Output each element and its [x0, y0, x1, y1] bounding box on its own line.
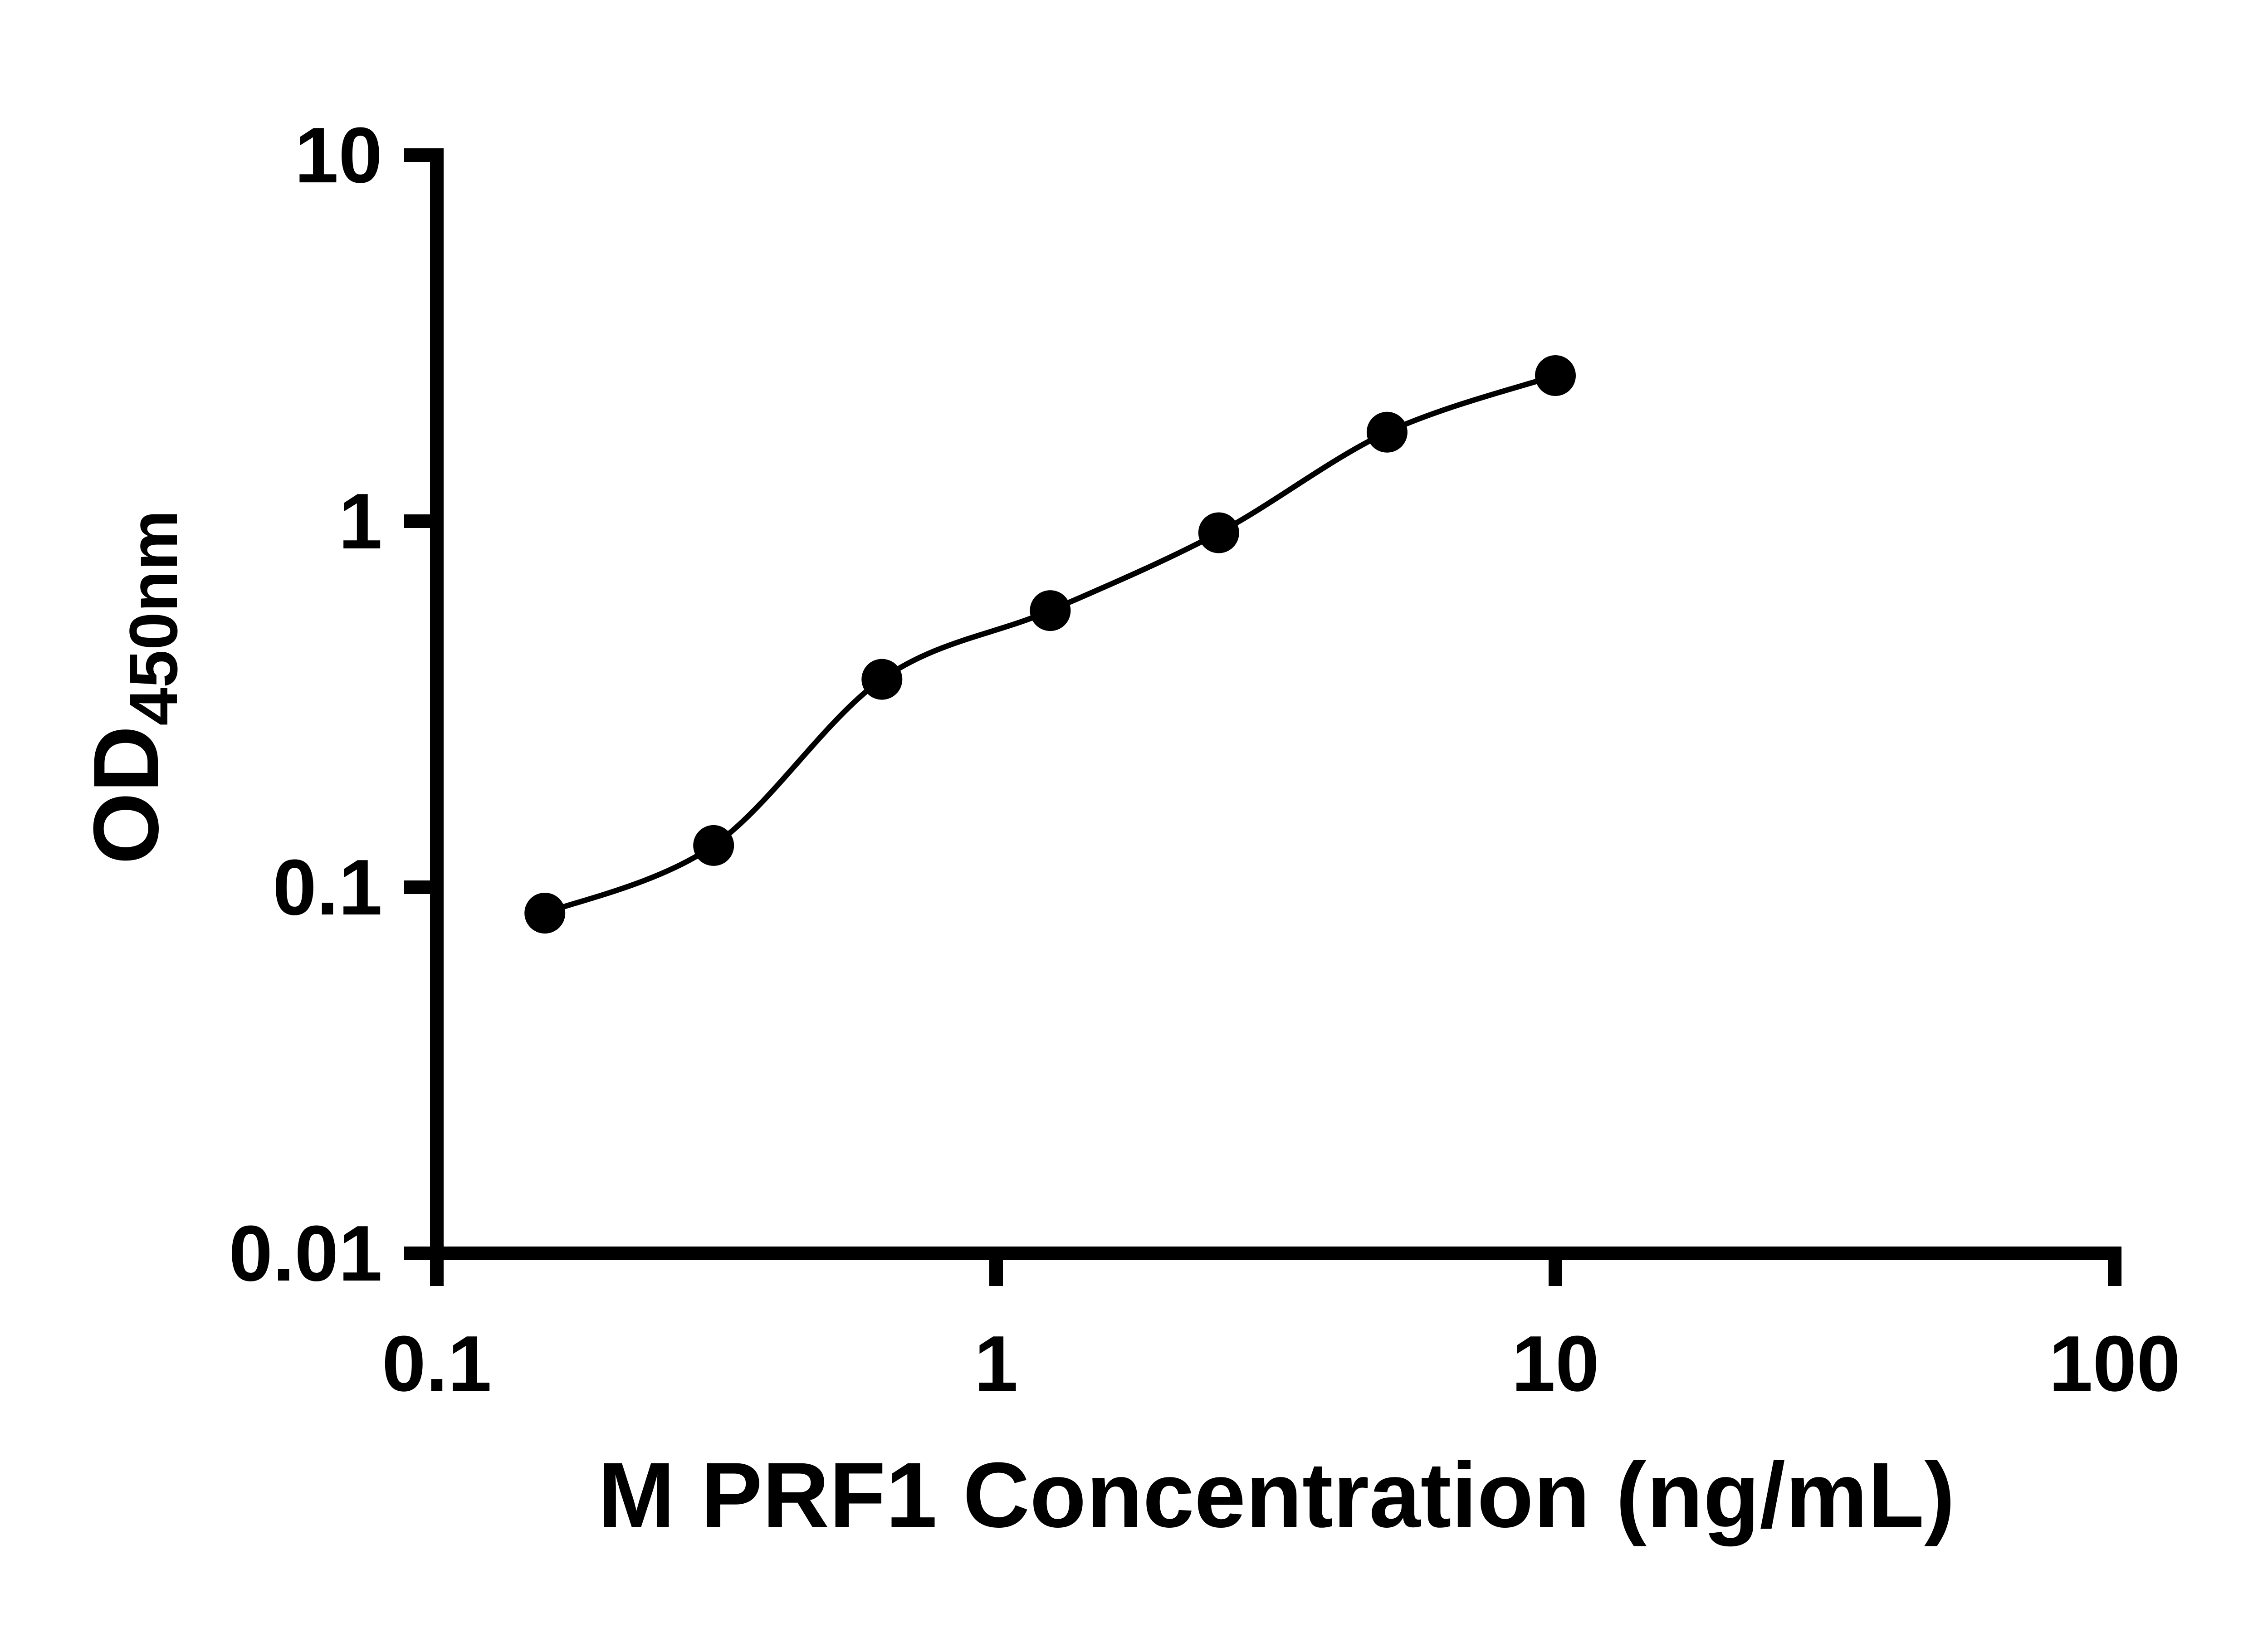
- data-point-marker: [524, 893, 566, 934]
- y-tick-label: 0.1: [273, 843, 382, 931]
- x-tick-label: 0.1: [382, 1319, 492, 1408]
- x-tick-label: 10: [1511, 1319, 1599, 1408]
- data-point-marker: [1366, 411, 1408, 453]
- y-tick-label: 10: [294, 111, 382, 199]
- data-point-marker: [861, 659, 903, 700]
- x-axis-ticks: 0.1 1 10 100: [382, 1253, 2180, 1408]
- data-point-marker: [1198, 512, 1239, 553]
- y-tick-label: 0.01: [229, 1209, 382, 1297]
- x-tick-label: 1: [974, 1319, 1018, 1408]
- y-axis-title: OD450nm: [74, 510, 191, 864]
- y-axis-title-main: OD: [74, 726, 178, 865]
- y-axis-title-subscript: 450nm: [115, 510, 191, 725]
- y-tick-label: 1: [338, 477, 382, 565]
- x-axis-title: M PRF1 Concentration (ng/mL): [598, 1443, 1955, 1547]
- fit-curve-line: [543, 373, 1556, 916]
- x-tick-label: 100: [2049, 1319, 2180, 1408]
- y-axis-ticks: 0.01 0.1 1 10: [229, 111, 437, 1297]
- data-point-series: [524, 355, 1576, 934]
- data-point-marker: [693, 825, 734, 866]
- data-point-marker: [1535, 355, 1576, 396]
- data-point-marker: [1030, 590, 1071, 631]
